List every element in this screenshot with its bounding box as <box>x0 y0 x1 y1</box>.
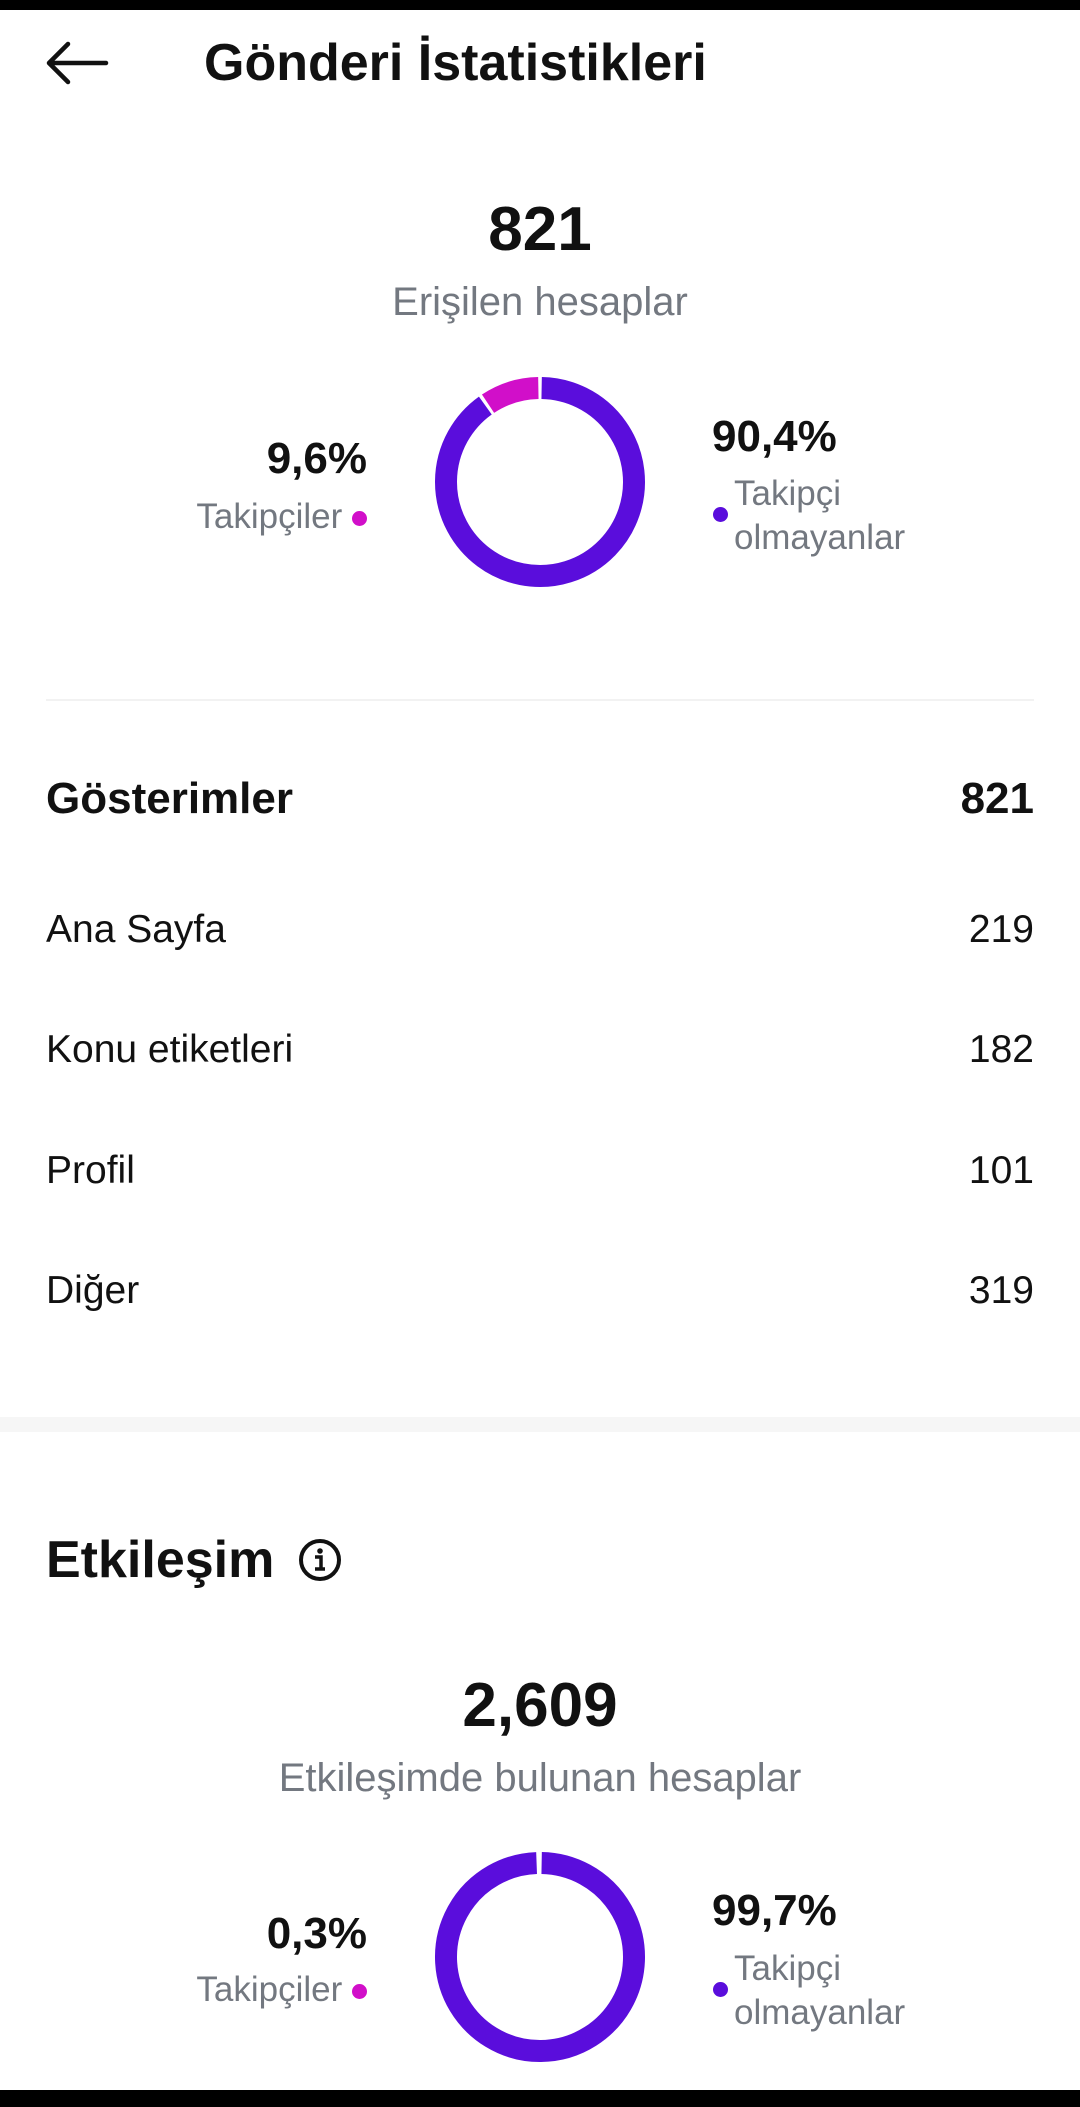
engagement-followers-legend: Takipçiler <box>196 1968 367 2012</box>
impressions-total: 821 <box>960 774 1034 823</box>
legend-label-line2: olmayanlar <box>734 518 906 557</box>
engagement-non-followers-percent: 99,7% <box>712 1886 837 1935</box>
legend-label-line1: Takipçi <box>734 1949 841 1988</box>
impressions-row: Diğer 319 <box>46 1266 1034 1316</box>
info-circle-icon[interactable] <box>298 1538 342 1582</box>
reach-non-followers-legend: Takipçi olmayanlar <box>734 472 905 560</box>
status-bar <box>0 0 1080 10</box>
followers-dot-icon <box>352 511 367 527</box>
non-followers-segment <box>435 1852 645 2062</box>
engagement-value: 2,609 <box>462 1671 618 1740</box>
legend-label: Takipçiler <box>196 497 343 536</box>
row-value: 219 <box>968 908 1034 951</box>
row-value: 319 <box>968 1269 1034 1312</box>
reach-followers-percent: 9,6% <box>266 434 367 483</box>
impressions-row: Konu etiketleri 182 <box>46 1025 1034 1075</box>
impressions-row: Profil 101 <box>46 1146 1034 1196</box>
row-label: Diğer <box>46 1269 140 1312</box>
reach-donut-chart <box>435 377 645 587</box>
reach-followers-legend: Takipçiler <box>196 495 367 539</box>
reach-value: 821 <box>488 195 592 264</box>
non-followers-segment <box>435 377 645 587</box>
row-value: 182 <box>968 1028 1034 1071</box>
reach-label: Erişilen hesaplar <box>392 280 688 324</box>
engagement-title: Etkileşim <box>46 1531 275 1589</box>
followers-dot-icon <box>352 1984 367 2000</box>
row-label: Ana Sayfa <box>46 908 226 951</box>
row-label: Konu etiketleri <box>46 1028 294 1071</box>
navigation-bar <box>0 2090 1080 2107</box>
legend-label-line2: olmayanlar <box>734 1993 906 2032</box>
impressions-row: Ana Sayfa 219 <box>46 905 1034 955</box>
non-followers-dot-icon <box>713 507 728 522</box>
engagement-followers-percent: 0,3% <box>266 1909 367 1958</box>
engagement-non-followers-legend: Takipçi olmayanlar <box>734 1947 905 2035</box>
engagement-donut-chart <box>435 1852 645 2062</box>
divider <box>46 699 1034 701</box>
row-value: 101 <box>968 1149 1034 1192</box>
followers-segment <box>481 377 539 414</box>
impressions-header: Gösterimler 821 <box>46 774 1034 824</box>
legend-label: Takipçiler <box>196 1970 343 2009</box>
page-title: Gönderi İstatistikleri <box>204 34 707 92</box>
non-followers-dot-icon <box>713 1982 728 1997</box>
back-arrow-icon[interactable] <box>44 40 110 86</box>
engagement-label: Etkileşimde bulunan hesaplar <box>278 1756 802 1800</box>
engagement-header: Etkileşim <box>46 1530 342 1590</box>
legend-label-line1: Takipçi <box>734 474 841 513</box>
impressions-title: Gösterimler <box>46 774 293 823</box>
row-label: Profil <box>46 1149 135 1192</box>
reach-non-followers-percent: 90,4% <box>712 412 837 461</box>
section-separator <box>0 1417 1080 1432</box>
